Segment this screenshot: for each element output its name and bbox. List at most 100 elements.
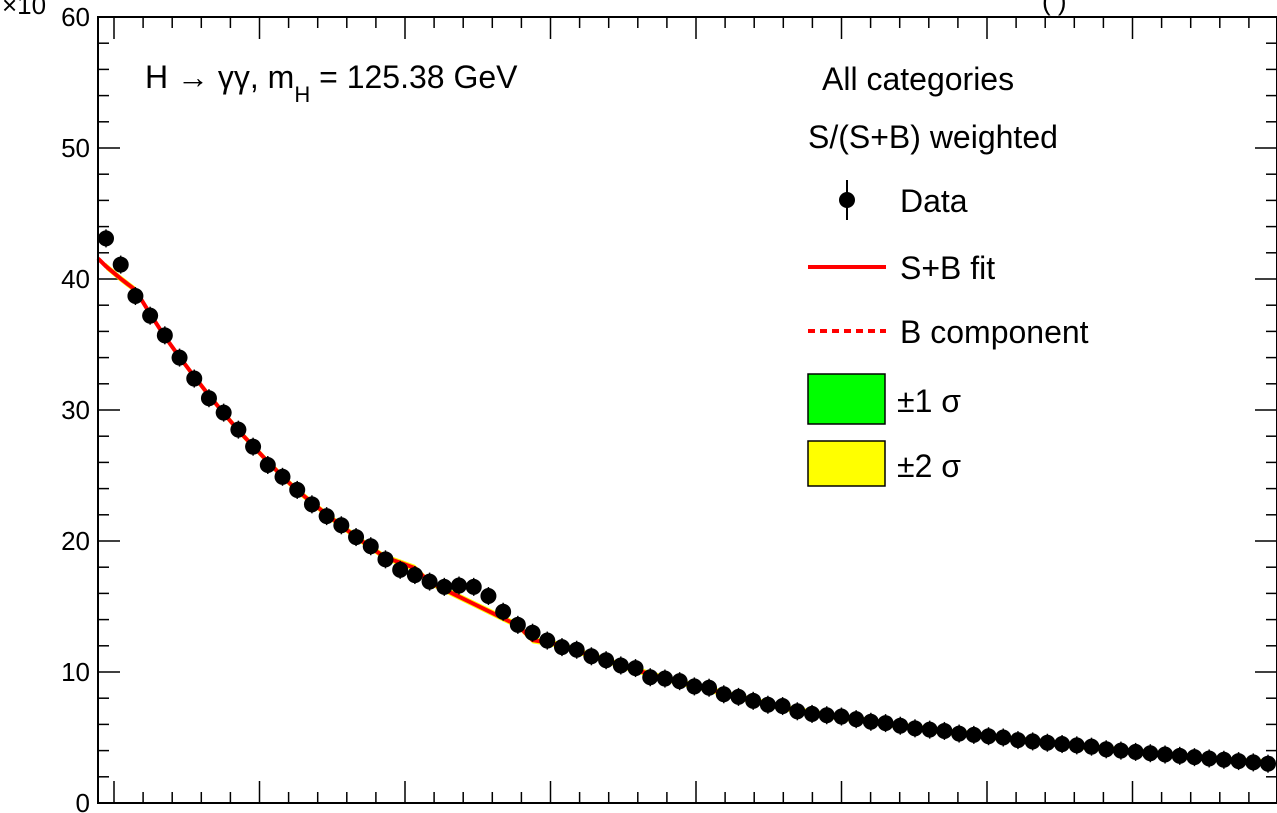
data-point	[451, 576, 468, 595]
data-point	[965, 725, 982, 744]
data-point	[1127, 742, 1144, 761]
legend-sb-fit: S+B fit	[808, 250, 995, 286]
data-point	[156, 326, 173, 345]
data-point	[804, 704, 821, 723]
data-point	[745, 691, 762, 710]
data-point	[1260, 754, 1276, 773]
data-point	[215, 403, 232, 422]
data-point	[1171, 746, 1188, 765]
data-point	[200, 389, 217, 408]
data-point	[1201, 749, 1218, 768]
data-point	[377, 550, 394, 569]
legend-label-data: Data	[900, 183, 968, 219]
data-point	[995, 728, 1012, 747]
data-point	[186, 369, 203, 388]
data-point	[877, 714, 894, 733]
data-point	[892, 716, 909, 735]
data-point	[230, 420, 247, 439]
data-point	[774, 697, 791, 716]
data-point	[715, 685, 732, 704]
data-point	[539, 631, 556, 650]
process-annotation: H → γγ, mH = 125.38 GeV	[145, 59, 518, 107]
y-tick-label: 20	[61, 526, 90, 556]
top-right-partial-label: ( )	[1042, 0, 1067, 16]
y-tick-label: 30	[61, 395, 90, 425]
data-point	[1230, 752, 1247, 771]
data-point	[333, 516, 350, 535]
data-point	[701, 678, 718, 697]
data-point	[1215, 750, 1232, 769]
legend-2sigma: ±2 σ	[807, 440, 961, 487]
data-point	[1083, 737, 1100, 756]
y-tick-label: 40	[61, 264, 90, 294]
y-multiplier-label: ×10	[2, 0, 46, 20]
data-point	[862, 712, 879, 731]
legend: Data S+B fit B component ±1 σ ±2 σ	[807, 180, 1089, 487]
data-point	[642, 668, 659, 687]
data-point	[245, 437, 262, 456]
data-point	[1039, 733, 1056, 752]
legend-label-2sigma: ±2 σ	[897, 448, 961, 484]
data-point	[921, 720, 938, 739]
data-point	[318, 507, 335, 526]
data-point	[289, 480, 306, 499]
data-point	[789, 702, 806, 721]
data-point	[1009, 731, 1026, 750]
category-line-2: S/(S+B) weighted	[808, 119, 1058, 155]
plot-frame	[97, 16, 1277, 804]
data-point	[1054, 735, 1071, 754]
data-point	[833, 707, 850, 726]
data-point	[171, 348, 188, 367]
data-point	[465, 577, 482, 596]
data-point	[936, 721, 953, 740]
data-point	[1245, 753, 1262, 772]
data-point	[392, 560, 409, 579]
legend-label-sb-fit: S+B fit	[900, 250, 995, 286]
legend-data: Data	[839, 180, 968, 220]
y-tick-label: 60	[61, 2, 90, 32]
data-point	[612, 656, 629, 675]
data-point	[1157, 745, 1174, 764]
data-point	[259, 456, 276, 475]
y-tick-label: 50	[61, 133, 90, 163]
data-point	[848, 710, 865, 729]
data-point	[656, 669, 673, 688]
data-point	[1068, 736, 1085, 755]
data-point	[524, 623, 541, 642]
data-point	[436, 577, 453, 596]
data-point	[421, 572, 438, 591]
data-point	[553, 638, 570, 657]
data-point	[362, 537, 379, 556]
data-point	[142, 306, 159, 325]
data-point	[818, 706, 835, 725]
data-point	[509, 615, 526, 634]
data-point	[906, 719, 923, 738]
data-points	[98, 229, 1276, 773]
data-point	[598, 651, 615, 670]
data-point	[1098, 740, 1115, 759]
legend-1sigma: ±1 σ	[807, 373, 961, 425]
band-2sigma	[106, 263, 1268, 766]
data-point	[980, 727, 997, 746]
data-point	[1024, 732, 1041, 751]
data-point	[671, 672, 688, 691]
data-point	[759, 695, 776, 714]
data-point	[127, 287, 144, 306]
data-point	[1186, 748, 1203, 767]
data-point	[98, 229, 114, 248]
data-point	[495, 602, 512, 621]
y-tick-label: 0	[76, 788, 90, 813]
data-point	[274, 467, 291, 486]
data-point	[730, 687, 747, 706]
legend-b-component: B component	[808, 314, 1089, 350]
category-line-1: All categories	[822, 61, 1014, 97]
y-tick-labels: 0 10 20 30 40 50 60	[61, 2, 90, 813]
data-point	[406, 566, 423, 585]
data-point	[627, 659, 644, 678]
data-point	[583, 647, 600, 666]
legend-label-b-component: B component	[900, 314, 1089, 350]
data-point	[348, 528, 365, 547]
data-point	[303, 495, 320, 514]
data-point	[1142, 744, 1159, 763]
